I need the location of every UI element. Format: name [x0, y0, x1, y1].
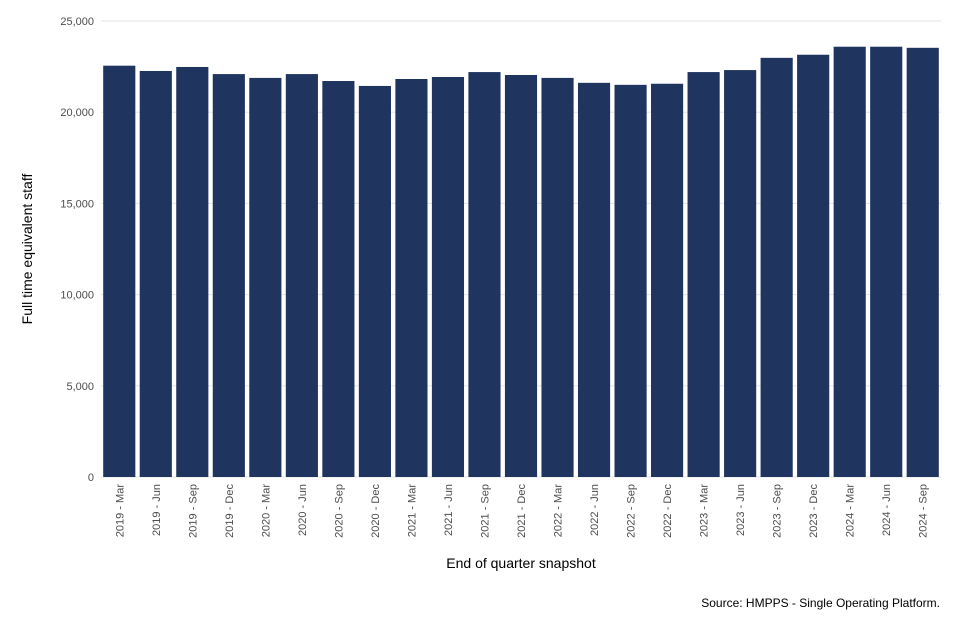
x-tick-label: 2023 - Sep	[772, 484, 784, 538]
bar	[906, 47, 939, 477]
y-axis-ticks: 0 5,000 10,000 15,000 20,000 25,000	[60, 16, 94, 484]
x-tick-label: 2021 - Dec	[516, 484, 528, 538]
bar	[322, 81, 355, 478]
x-tick-label: 2020 - Dec	[370, 484, 382, 538]
bar	[760, 57, 793, 478]
x-tick-label: 2024 - Jun	[881, 484, 893, 536]
x-tick-label: 2020 - Mar	[260, 484, 272, 538]
x-tick-label: 2019 - Jun	[151, 484, 163, 536]
bar	[285, 74, 318, 477]
y-tick-label: 25,000	[60, 16, 94, 28]
bar	[358, 85, 391, 478]
x-tick-label: 2021 - Jun	[443, 484, 455, 536]
bar	[431, 76, 465, 478]
bar	[212, 74, 245, 477]
x-tick-label: 2023 - Mar	[699, 484, 711, 538]
x-tick-label: 2022 - Sep	[626, 484, 638, 538]
x-tick-label: 2024 - Sep	[918, 484, 930, 538]
bar	[687, 72, 720, 478]
x-tick-label: 2020 - Jun	[297, 484, 309, 536]
bar	[870, 46, 903, 478]
bar	[797, 54, 830, 478]
bar	[103, 65, 136, 478]
x-axis-ticks: 2019 - Mar 2019 - Jun 2019 - Sep 2019 - Dec…	[114, 484, 929, 538]
x-tick-label: 2023 - Jun	[735, 484, 747, 536]
y-tick-label: 5,000	[66, 381, 94, 393]
y-tick-label: 10,000	[60, 290, 94, 302]
source-note: Source: HMPPS - Single Operating Platfor…	[701, 596, 940, 610]
bar	[833, 46, 866, 478]
x-axis-title: End of quarter snapshot	[446, 555, 596, 571]
y-tick-label: 15,000	[60, 198, 94, 210]
bar	[504, 74, 538, 477]
x-tick-label: 2022 - Dec	[662, 484, 674, 538]
bar	[724, 70, 757, 477]
bar	[468, 72, 501, 478]
y-tick-label: 0	[88, 472, 94, 484]
bar	[139, 70, 172, 477]
bar	[614, 84, 647, 477]
bar	[249, 77, 282, 477]
x-tick-label: 2024 - Mar	[845, 484, 857, 538]
bar	[176, 66, 209, 478]
x-tick-label: 2022 - Jun	[589, 484, 601, 536]
y-tick-label: 20,000	[60, 107, 94, 119]
x-tick-label: 2019 - Dec	[224, 484, 236, 538]
x-tick-label: 2019 - Mar	[114, 484, 126, 538]
x-tick-label: 2021 - Sep	[479, 484, 491, 538]
x-tick-label: 2020 - Sep	[333, 484, 345, 538]
y-axis-title: Full time equivalent staff	[19, 174, 35, 325]
x-tick-label: 2023 - Dec	[808, 484, 820, 538]
bars	[103, 46, 939, 478]
bar	[651, 83, 684, 477]
x-tick-label: 2022 - Mar	[553, 484, 565, 538]
x-tick-label: 2021 - Mar	[406, 484, 418, 538]
bar	[395, 79, 428, 477]
bar	[541, 77, 574, 477]
bar	[577, 82, 611, 477]
x-tick-label: 2019 - Sep	[187, 484, 199, 538]
